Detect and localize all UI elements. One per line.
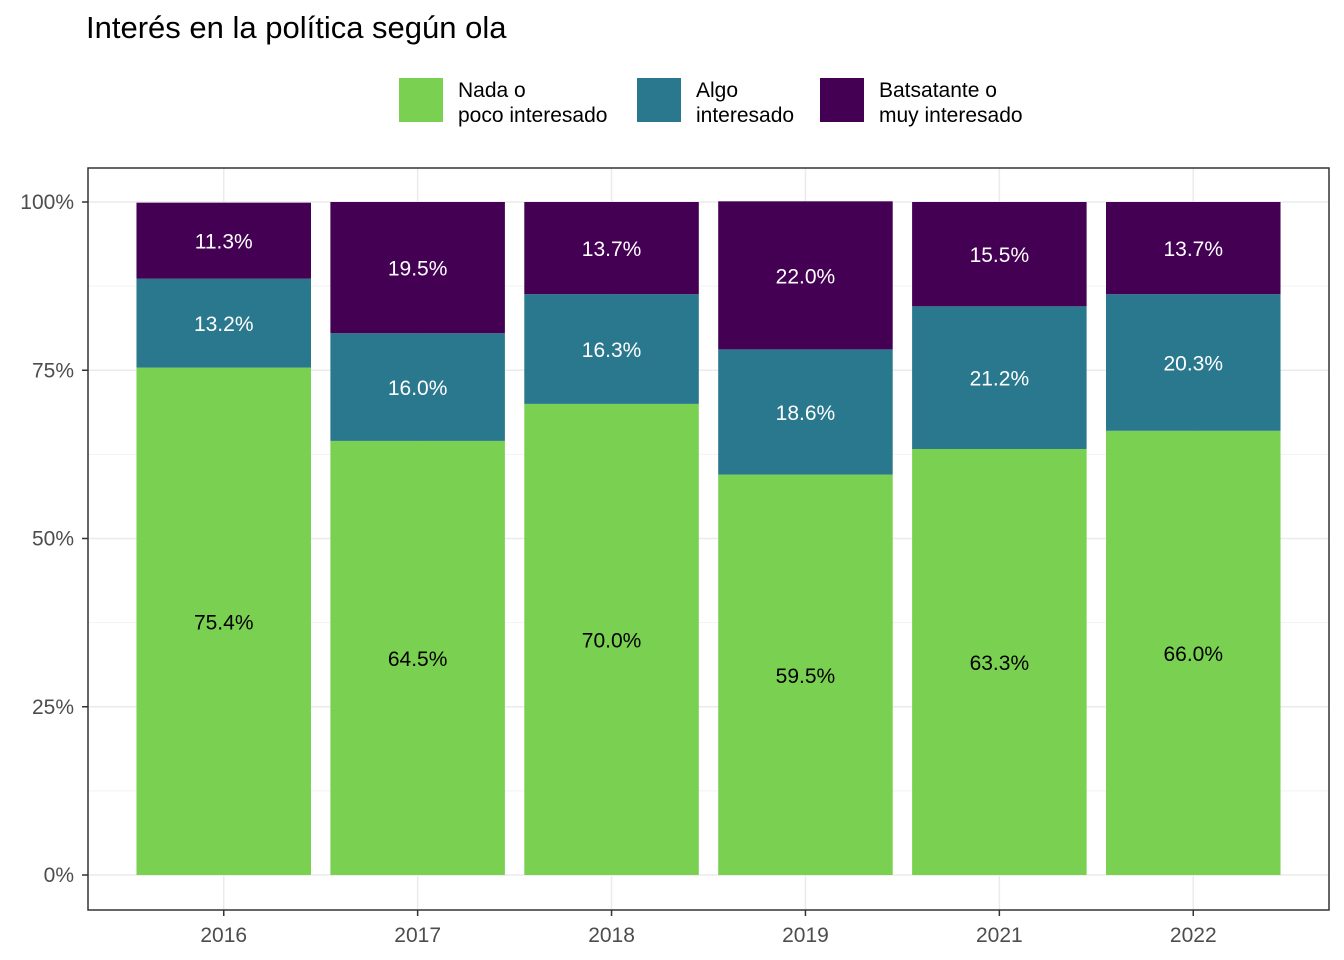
data-label: 21.2% xyxy=(970,368,1030,391)
data-label: 19.5% xyxy=(388,258,448,281)
x-tick-label: 2019 xyxy=(782,924,829,947)
bar-segment xyxy=(1106,202,1281,295)
y-tick-label: 50% xyxy=(32,528,74,551)
y-tick-label: 0% xyxy=(44,864,74,887)
bar-segment xyxy=(136,367,311,875)
bar-segment xyxy=(524,294,699,404)
data-label: 59.5% xyxy=(776,665,836,688)
bar-segment xyxy=(330,333,505,441)
bar-segment xyxy=(1106,294,1281,431)
legend-item-bastante: Batsatante o muy interesado xyxy=(820,78,1023,128)
y-tick-label: 100% xyxy=(20,191,74,214)
legend: Nada o poco interesado Algo interesado B… xyxy=(0,78,1344,128)
data-label: 13.7% xyxy=(582,238,642,261)
data-label: 16.0% xyxy=(388,377,448,400)
legend-label-bastante: Batsatante o muy interesado xyxy=(879,79,1023,127)
bar-segment xyxy=(718,349,893,475)
data-label: 66.0% xyxy=(1163,643,1223,666)
data-label: 64.5% xyxy=(388,648,448,671)
data-label: 18.6% xyxy=(776,402,836,425)
data-label: 11.3% xyxy=(195,231,253,254)
data-label: 13.2% xyxy=(194,313,254,336)
legend-swatch-bastante xyxy=(820,78,864,122)
data-label: 70.0% xyxy=(582,629,642,652)
legend-item-nada: Nada o poco interesado xyxy=(399,78,607,128)
x-tick-label: 2018 xyxy=(588,924,635,947)
x-tick-label: 2022 xyxy=(1170,924,1217,947)
data-label: 20.3% xyxy=(1163,353,1223,376)
bar-segment xyxy=(718,201,893,350)
bar-segment xyxy=(912,448,1087,875)
legend-label-algo: Algo interesado xyxy=(696,79,795,127)
y-tick-label: 25% xyxy=(32,696,74,719)
bar-segment xyxy=(136,278,311,368)
data-label: 16.3% xyxy=(582,339,642,362)
data-label: 13.7% xyxy=(1163,238,1223,261)
x-tick-label: 2017 xyxy=(394,924,441,947)
bar-segment xyxy=(912,306,1087,449)
bar-segment xyxy=(330,202,505,334)
bar-segment xyxy=(1106,430,1281,875)
bar-segment xyxy=(136,202,311,279)
legend-item-algo: Algo interesado xyxy=(637,78,794,128)
data-label: 22.0% xyxy=(776,265,836,288)
data-label: 15.5% xyxy=(970,244,1030,267)
bar-segment xyxy=(330,440,505,875)
bar-segment xyxy=(524,403,699,875)
bar-segment xyxy=(524,202,699,295)
bar-segment xyxy=(912,202,1087,307)
chart-title: Interés en la política según ola xyxy=(86,10,507,45)
bar-segment xyxy=(718,474,893,875)
data-label: 63.3% xyxy=(970,652,1030,675)
legend-swatch-algo xyxy=(637,78,681,122)
x-tick-label: 2016 xyxy=(200,924,247,947)
x-tick-label: 2021 xyxy=(976,924,1023,947)
legend-swatch-nada xyxy=(399,78,443,122)
legend-label-nada: Nada o poco interesado xyxy=(458,79,608,127)
y-tick-label: 75% xyxy=(32,359,74,382)
data-label: 75.4% xyxy=(194,611,254,634)
